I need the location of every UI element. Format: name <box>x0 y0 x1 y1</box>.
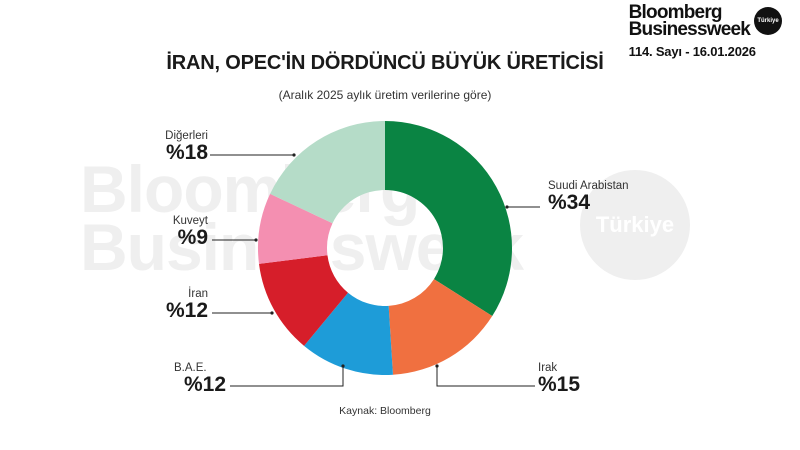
label-name: Kuveyt <box>172 215 208 227</box>
label-name: Irak <box>538 362 558 374</box>
chart-title: İRAN, OPEC'İN DÖRDÜNCÜ BÜYÜK ÜRETİCİSİ <box>166 52 604 74</box>
donut-slice-irak <box>388 279 493 375</box>
brand-badge: Türkiye <box>754 7 782 35</box>
label-name: Suudi Arabistan <box>548 180 629 192</box>
label-iraq: Irak %15 <box>538 362 580 396</box>
label-uae: B.A.E. %12 <box>160 362 226 396</box>
label-iran: İran %12 <box>150 288 208 322</box>
label-kuwait: Kuveyt %9 <box>150 215 208 249</box>
watermark-circle: Türkiye <box>580 170 690 280</box>
brand-logo: Bloomberg Businessweek Türkiye 114. Sayı… <box>628 2 782 59</box>
donut-slice-suudi-arabistan <box>385 121 512 317</box>
brand-line2: Businessweek <box>628 19 751 40</box>
donut-slice-di-erleri <box>270 121 385 224</box>
donut-slice-kuveyt <box>258 193 333 264</box>
leader-dots <box>254 153 509 368</box>
label-name: İran <box>188 288 208 300</box>
donut-slice-b-a-e- <box>304 292 393 375</box>
label-value: %15 <box>538 373 581 396</box>
label-others: Diğerleri %18 <box>150 130 208 164</box>
label-name: Diğerleri <box>165 130 208 142</box>
label-value: %9 <box>177 226 208 249</box>
label-saudi-arabia: Suudi Arabistan %34 <box>548 180 629 214</box>
brand-badge-text: Türkiye <box>757 18 779 24</box>
donut-slices <box>258 121 512 375</box>
chart-subtitle: (Aralık 2025 aylık üretim verilerine gör… <box>278 88 492 102</box>
label-value: %12 <box>165 299 208 322</box>
label-value: %34 <box>548 191 591 214</box>
watermark-circle-text: Türkiye <box>595 212 675 237</box>
label-name: B.A.E. <box>174 362 207 374</box>
chart-source: Kaynak: Bloomberg <box>339 405 431 417</box>
label-value: %12 <box>183 373 226 396</box>
leader-lines <box>210 154 540 387</box>
label-value: %18 <box>165 141 208 164</box>
brand-line1: Bloomberg <box>628 2 723 23</box>
issue-info: 114. Sayı - 16.01.2026 <box>628 44 756 59</box>
donut-slice-i-ran <box>259 255 349 346</box>
